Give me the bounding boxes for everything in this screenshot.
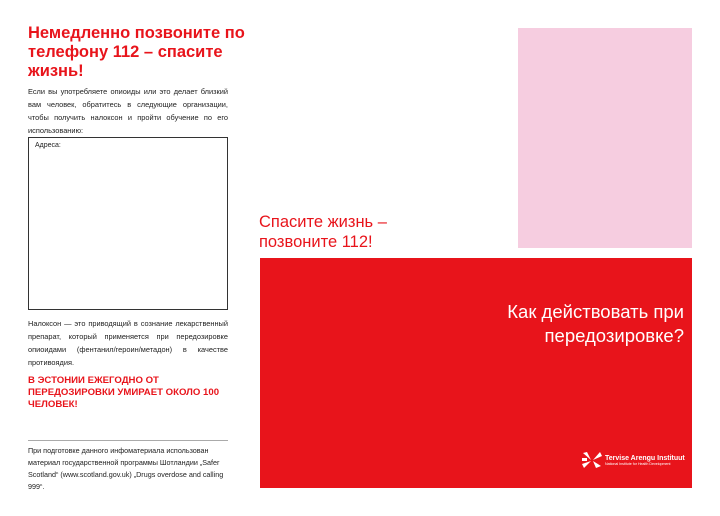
main-title: Немедленно позвоните по телефону 112 – с… <box>28 24 245 80</box>
logo-name: Tervise Arengu Instituut <box>605 454 685 462</box>
logo: Tervise Arengu Instituut National Instit… <box>582 452 685 468</box>
intro-text: Если вы употребляете опиоиды или это дел… <box>28 87 228 135</box>
address-box: Адреса: <box>28 137 228 310</box>
divider <box>28 440 228 441</box>
footnote: При подготовке данного инфоматериала исп… <box>28 446 224 491</box>
naloxone-text: Налоксон — это приводящий в сознание лек… <box>28 319 228 367</box>
address-label: Адреса: <box>35 142 61 149</box>
warning-text: В ЭСТОНИИ ЕЖЕГОДНО ОТ ПЕРЕДОЗИРОВКИ УМИР… <box>28 375 220 410</box>
logo-star-icon <box>582 452 602 468</box>
logo-subtitle: National Institute for Health Developmen… <box>605 461 671 466</box>
pink-panel <box>518 28 692 248</box>
cover-panel: Как действовать при передозировке? Tervi… <box>260 258 692 488</box>
call-slogan: Спасите жизнь – позвоните 112! <box>259 213 387 251</box>
cover-heading: Как действовать при передозировке? <box>507 301 684 346</box>
